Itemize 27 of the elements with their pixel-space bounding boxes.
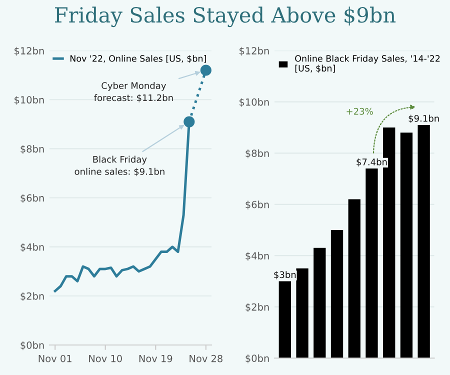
y-tick-label: $2bn — [20, 292, 44, 302]
y-tick-label: $0bn — [246, 354, 269, 364]
legend-label: Nov '22, Online Sales [US, $bn] — [70, 55, 206, 63]
data-label: $7.4bn — [356, 158, 387, 167]
y-tick-label: $0bn — [20, 341, 44, 350]
x-tick-label: Nov 01 — [38, 354, 72, 362]
y-tick-label: $4bn — [246, 252, 269, 261]
y-tick-label: $4bn — [20, 243, 44, 252]
y-tick-label: $10bn — [240, 98, 269, 107]
y-tick-label: $2bn — [246, 303, 269, 312]
y-tick-label: $6bn — [246, 200, 269, 210]
y-tick-label: $8bn — [20, 145, 44, 154]
legend-label: Online Black Friday Sales, '14-'22 [US, $bn] — [295, 55, 440, 73]
annotation: Black Friday online sales: $9.1bn — [74, 156, 164, 176]
chart-title: Friday Sales Stayed Above $9bn — [55, 6, 396, 28]
data-label: $9.1bn — [408, 114, 439, 123]
x-tick-label: Nov 10 — [89, 354, 122, 362]
x-tick-label: Nov 28 — [190, 354, 222, 362]
annotation: +23% — [346, 108, 373, 115]
y-tick-label: $6bn — [20, 194, 44, 203]
x-tick-label: Nov 19 — [139, 354, 172, 362]
data-label: $3bn — [274, 271, 296, 280]
y-tick-label: $12bn — [14, 46, 44, 56]
y-tick-label: $8bn — [246, 149, 269, 158]
y-tick-label: $10bn — [14, 96, 44, 105]
y-tick-label: $12bn — [240, 46, 269, 56]
annotation: Cyber Monday forecast: $11.2bn — [94, 82, 173, 102]
